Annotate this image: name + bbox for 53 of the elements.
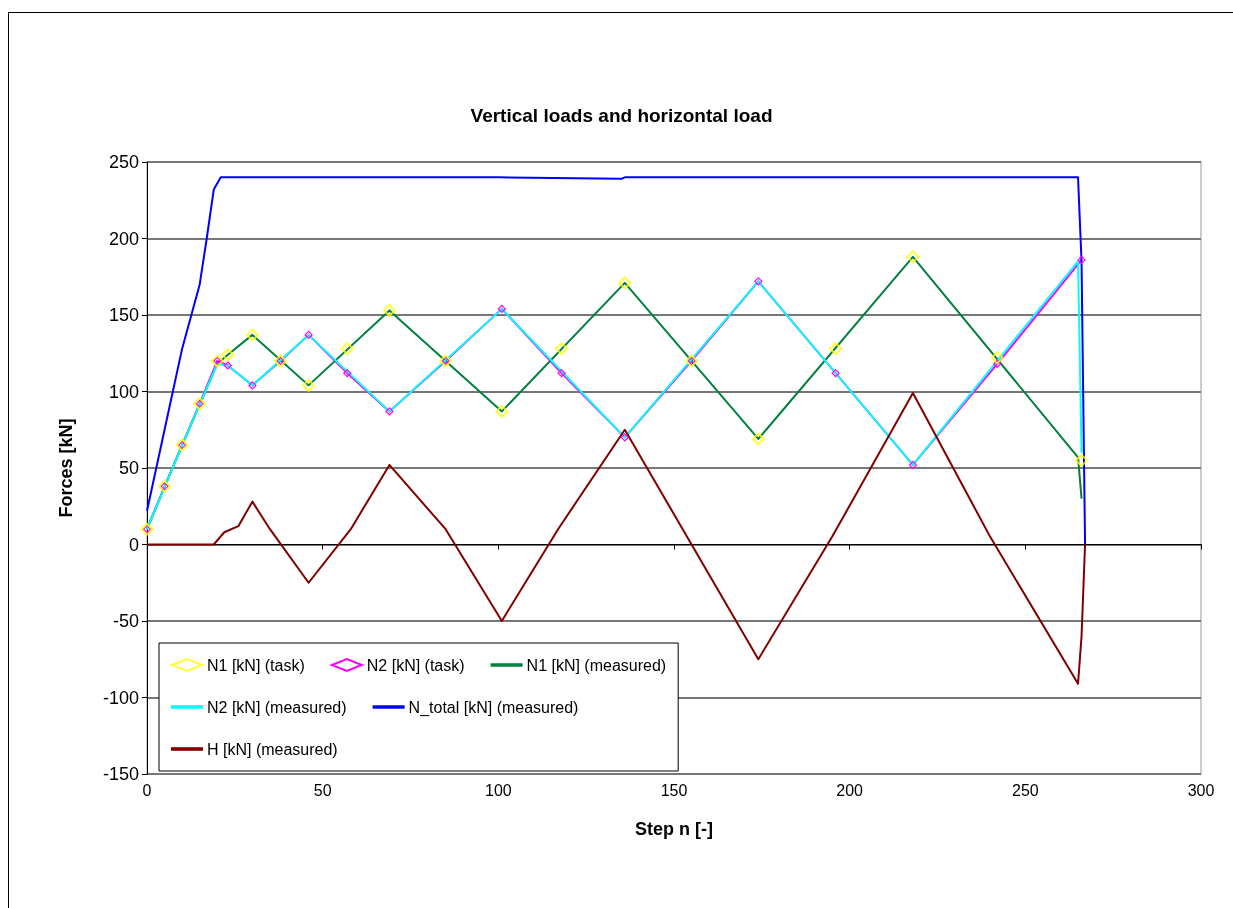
point [618, 276, 632, 290]
x-tick-label: 200 [836, 781, 864, 799]
chart-title: Vertical loads and horizontal load [470, 105, 773, 126]
y-tick-label: 0 [128, 534, 139, 555]
point [620, 433, 629, 442]
x-tick-label: 50 [313, 781, 332, 799]
point [754, 277, 763, 286]
line-series [146, 176, 1087, 546]
legend-label: H [kN] (measured) [207, 740, 338, 758]
point [385, 407, 394, 416]
y-tick-label: 150 [108, 305, 139, 325]
point [751, 432, 765, 446]
point [831, 369, 840, 378]
point [990, 351, 1004, 365]
x-tick-label: 300 [1187, 781, 1215, 799]
legend-label: N2 [kN] (task) [366, 656, 465, 674]
x-axis-title: Step n [-] [635, 819, 713, 839]
y-axis-title: Forces [kN] [56, 418, 76, 518]
point [495, 404, 509, 418]
legend-label: N_total [kN] (measured) [408, 698, 579, 717]
legend-label: N1 [kN] (task) [207, 656, 305, 674]
y-tick-label: 250 [108, 152, 139, 172]
x-tick-label: 100 [484, 781, 512, 799]
line-series [146, 392, 1087, 685]
point [304, 330, 313, 339]
y-tick-label: 200 [108, 228, 139, 249]
x-tick-label: 150 [660, 781, 688, 799]
point [245, 328, 259, 342]
x-tick-label: 0 [142, 781, 152, 799]
y-tick-label: 100 [108, 381, 139, 402]
point [1075, 453, 1089, 467]
y-tick-label: -100 [102, 687, 139, 708]
point [555, 342, 569, 356]
point [993, 359, 1002, 369]
point [340, 342, 354, 356]
legend-label: N2 [kN] (measured) [207, 698, 347, 716]
point [221, 348, 235, 362]
point [829, 342, 843, 356]
point [343, 369, 352, 378]
point [223, 361, 232, 370]
y-tick-label: -150 [102, 764, 139, 784]
legend-label: N1 [kN] (measured) [526, 656, 667, 674]
point [302, 378, 316, 392]
point [497, 304, 506, 313]
point [248, 381, 257, 390]
y-tick-label: 50 [118, 458, 139, 478]
point [1077, 255, 1086, 265]
point [557, 369, 566, 378]
point [906, 250, 920, 264]
y-tick-label: -50 [112, 611, 139, 631]
point [908, 460, 918, 470]
x-tick-label: 250 [1011, 781, 1039, 799]
point [382, 303, 396, 317]
